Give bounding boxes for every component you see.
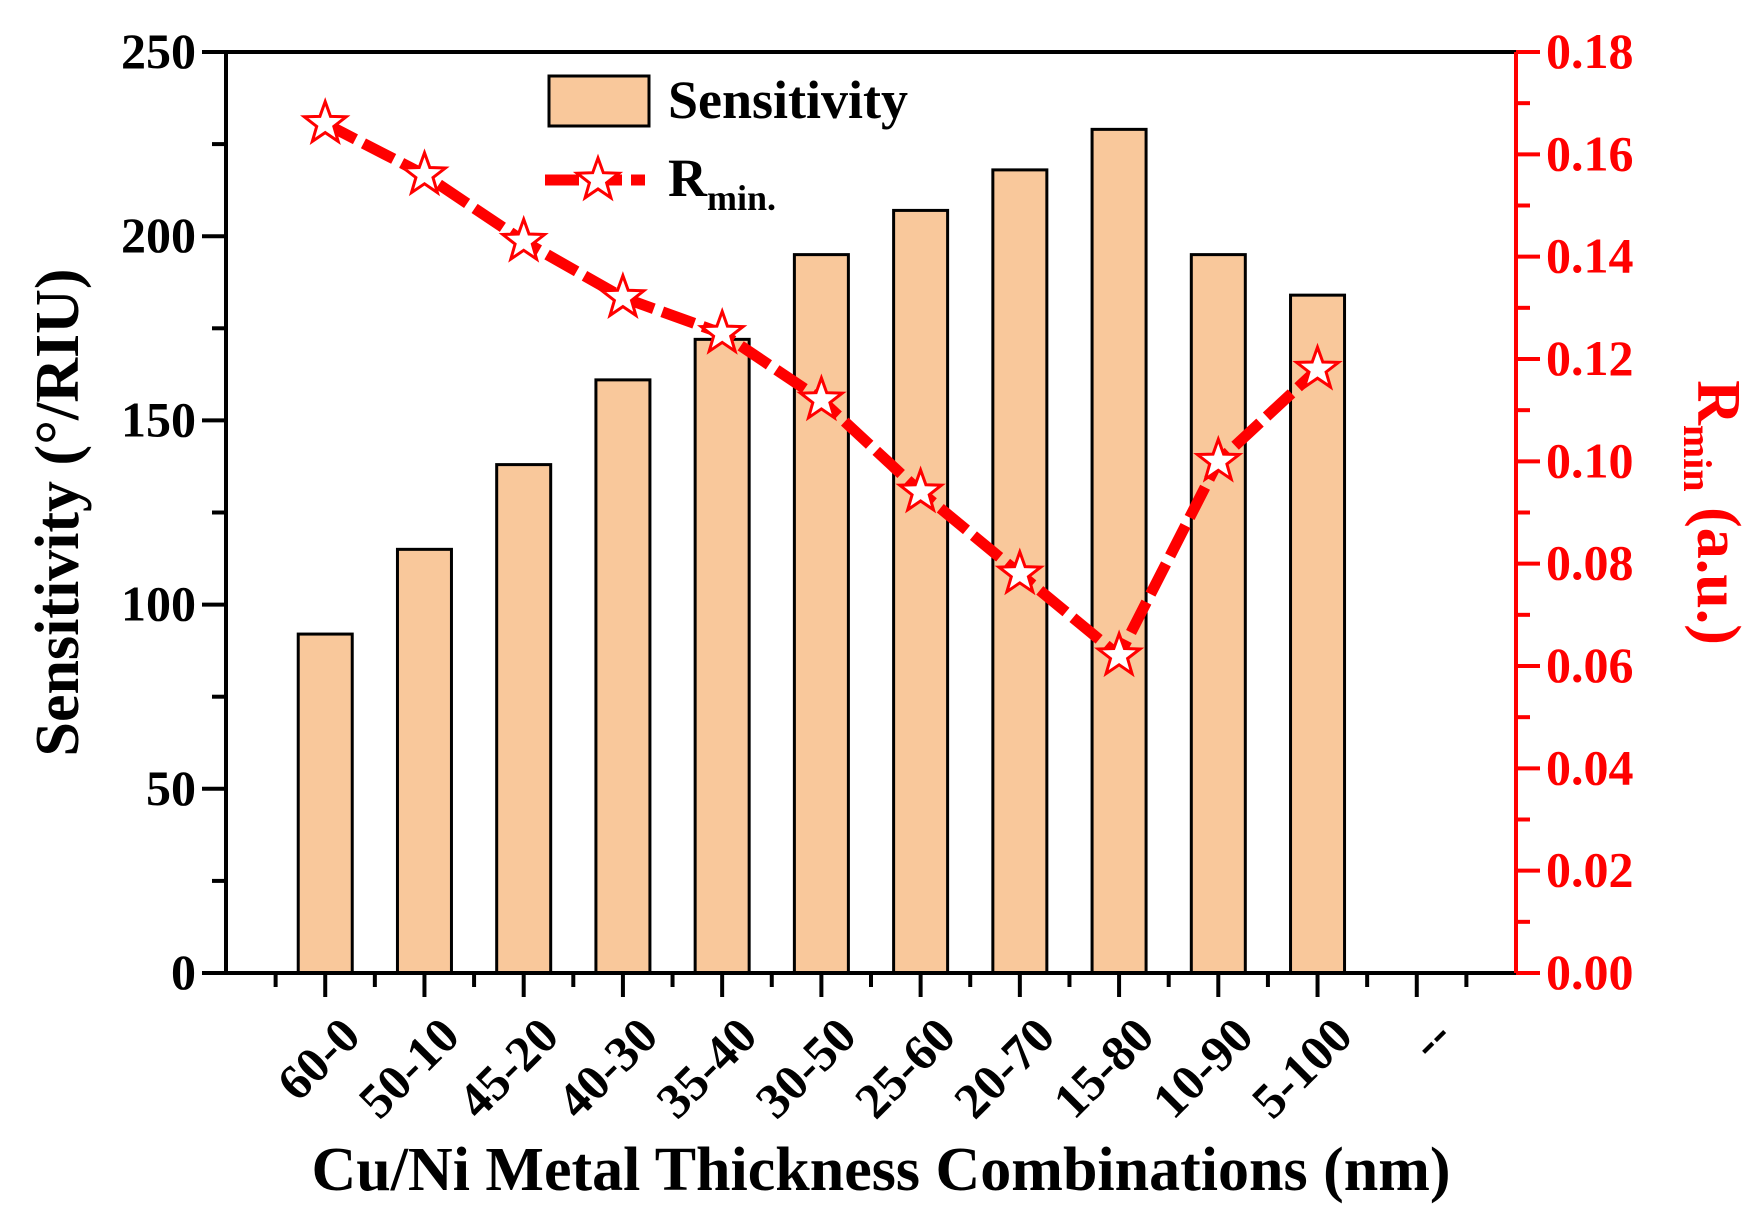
bar-35-40 xyxy=(693,337,751,975)
bar-25-60 xyxy=(892,208,950,975)
x-tick-label: -- xyxy=(1399,1007,1462,1070)
legend-star-marker xyxy=(572,153,624,202)
bar-15-80 xyxy=(1090,127,1148,975)
y-axis-left-title: Sensitivity (°/RIU) xyxy=(24,268,92,756)
left-tick-label: 50 xyxy=(146,760,196,816)
legend-label-sensitivity: Sensitivity xyxy=(668,70,908,130)
right-tick-label: 0.02 xyxy=(1546,842,1634,898)
x-tick-label: 20-70 xyxy=(943,1007,1065,1129)
rmin-marker-40-30 xyxy=(597,271,648,320)
right-tick-label: 0.04 xyxy=(1546,739,1634,795)
bar-60-0 xyxy=(296,632,354,975)
bar-30-50 xyxy=(792,253,850,975)
rmin-marker-30-50 xyxy=(796,373,847,422)
rmin-marker-45-20 xyxy=(498,214,549,263)
y-axis-right-title-sub: min xyxy=(1675,425,1720,492)
legend-label-rmin-sub: min. xyxy=(707,178,776,218)
right-tick-label: 0.18 xyxy=(1546,23,1634,79)
right-tick-label: 0.16 xyxy=(1546,125,1634,181)
left-tick-label: 200 xyxy=(121,207,196,263)
bar-45-20 xyxy=(495,463,553,975)
bars-group xyxy=(296,127,1347,975)
right-tick-label: 0.08 xyxy=(1546,535,1634,591)
rmin-marker-60-0 xyxy=(300,97,351,146)
bar-40-30 xyxy=(594,378,652,975)
bar-5-100 xyxy=(1289,293,1347,975)
right-tick-label: 0.14 xyxy=(1546,228,1634,284)
left-tick-label: 100 xyxy=(121,576,196,632)
x-tick-label: 30-50 xyxy=(745,1007,867,1129)
right-tick-label: 0.00 xyxy=(1546,944,1634,1000)
x-axis-title: Cu/Ni Metal Thickness Combinations (nm) xyxy=(311,1136,1450,1204)
rmin-marker-15-80 xyxy=(1093,629,1145,678)
rmin-marker-10-90 xyxy=(1193,434,1244,483)
x-tick-label: 45-20 xyxy=(447,1007,569,1129)
x-tick-label: 40-30 xyxy=(546,1007,668,1129)
rmin-marker-25-60 xyxy=(895,465,946,514)
right-tick-label: 0.06 xyxy=(1546,637,1634,693)
x-tick-label: 15-80 xyxy=(1042,1007,1164,1129)
legend: Sensitivity Rmin. xyxy=(545,70,908,218)
x-tick-label: 35-40 xyxy=(645,1007,767,1129)
labels-group: Cu/Ni Metal Thickness Combinations (nm) S… xyxy=(24,268,1752,1204)
right-tick-label: 0.12 xyxy=(1546,330,1634,386)
rmin-marker-20-70 xyxy=(994,547,1046,596)
y-axis-right-title: Rmin (a.u.) xyxy=(1675,380,1752,645)
rmin-line-group xyxy=(300,97,1343,678)
right-tick-label: 0.10 xyxy=(1546,432,1634,488)
x-tick-label: 25-60 xyxy=(844,1007,966,1129)
bar-50-10 xyxy=(395,547,453,975)
left-tick-label: 150 xyxy=(121,391,196,447)
y-axis-right-title-suffix: (a.u.) xyxy=(1684,492,1752,645)
rmin-marker-35-40 xyxy=(696,306,748,355)
y-axis-right-title-main: R xyxy=(1684,380,1752,426)
legend-label-rmin: Rmin. xyxy=(668,148,776,218)
left-tick-label: 0 xyxy=(171,944,196,1000)
rmin-marker-50-10 xyxy=(399,148,450,197)
x-tick-label: 50-10 xyxy=(348,1007,470,1129)
x-tick-label: 10-90 xyxy=(1141,1007,1263,1129)
bar-10-90 xyxy=(1189,253,1247,975)
legend-bar-swatch xyxy=(547,74,651,128)
left-tick-label: 250 xyxy=(121,23,196,79)
rmin-marker-5-100 xyxy=(1292,342,1343,391)
x-tick-label: 5-100 xyxy=(1241,1007,1363,1129)
legend-label-rmin-main: R xyxy=(668,148,708,208)
